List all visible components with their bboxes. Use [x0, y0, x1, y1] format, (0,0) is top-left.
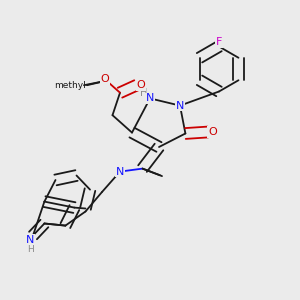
Text: O: O [136, 80, 146, 90]
Text: N: N [116, 167, 124, 177]
Text: N: N [176, 100, 184, 111]
Text: N: N [26, 235, 34, 245]
Text: O: O [208, 127, 217, 137]
Text: methyl: methyl [54, 81, 85, 90]
Text: H: H [27, 245, 33, 254]
Text: O: O [100, 74, 109, 84]
Text: F: F [216, 37, 222, 47]
Text: H: H [140, 88, 147, 98]
Text: N: N [146, 93, 154, 103]
